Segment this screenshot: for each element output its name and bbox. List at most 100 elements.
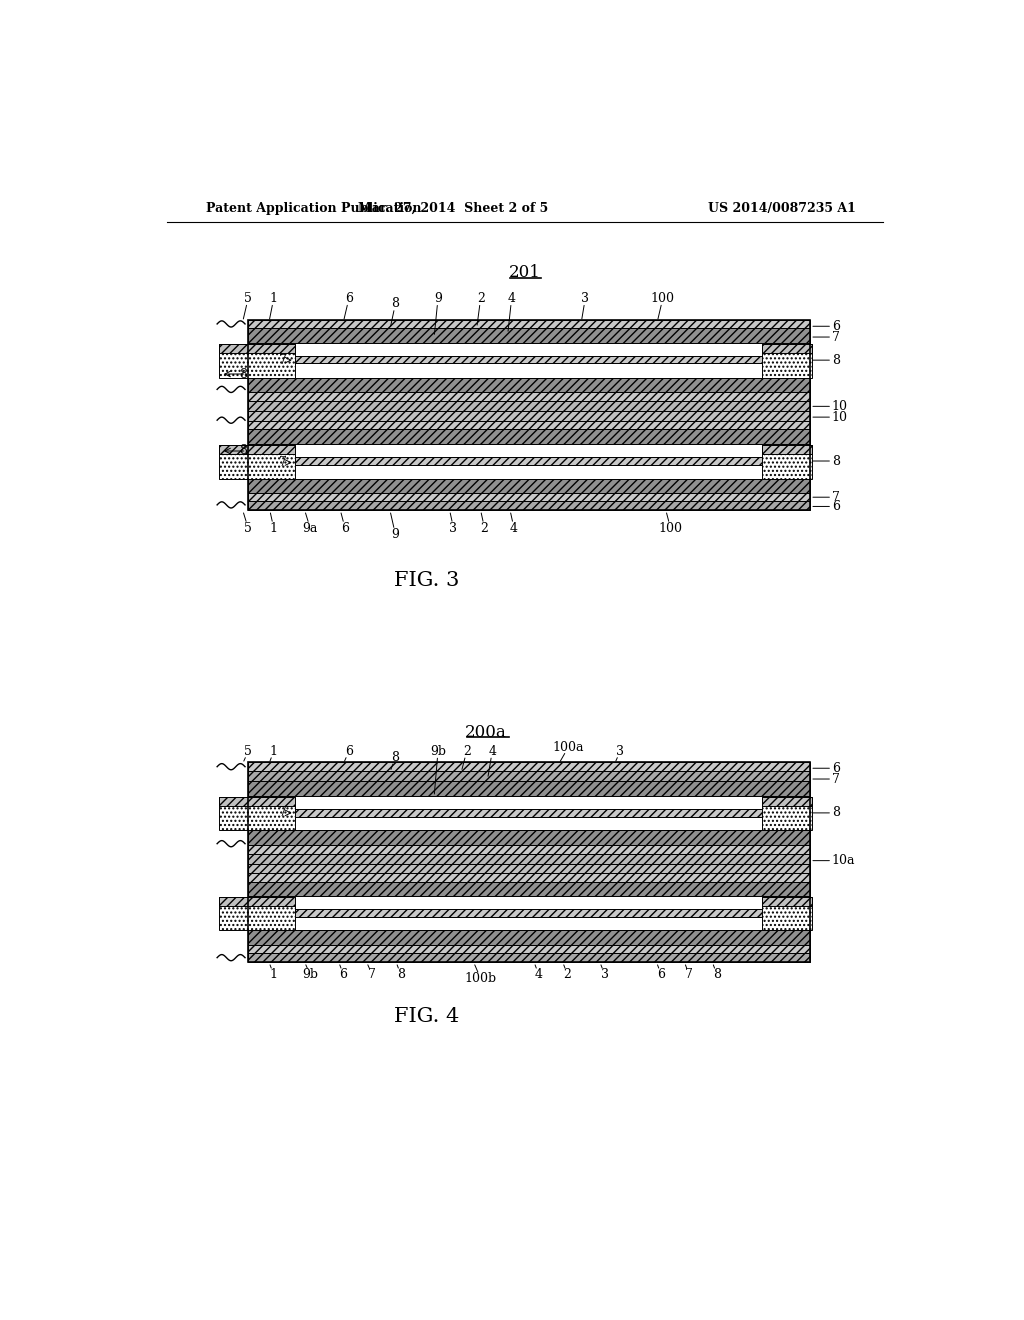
Bar [248, 953, 810, 962]
Bar [248, 896, 810, 929]
Bar [248, 479, 810, 494]
Bar [248, 494, 810, 502]
Bar [248, 321, 810, 327]
Bar [762, 896, 812, 929]
Bar [248, 762, 810, 771]
Bar [762, 797, 812, 830]
Bar [219, 445, 295, 479]
Text: Mar. 27, 2014  Sheet 2 of 5: Mar. 27, 2014 Sheet 2 of 5 [358, 202, 549, 215]
Bar [248, 378, 810, 392]
Text: 1: 1 [269, 292, 278, 305]
Text: 5: 5 [244, 744, 252, 758]
Text: 8: 8 [831, 354, 840, 367]
Bar [248, 863, 810, 873]
Text: 8: 8 [831, 807, 840, 820]
Text: 6: 6 [657, 968, 666, 981]
Text: 9a: 9a [302, 521, 317, 535]
Text: 2: 2 [563, 968, 571, 981]
Bar [219, 797, 295, 807]
Text: 4: 4 [508, 292, 516, 305]
Text: 7: 7 [369, 968, 376, 981]
Text: US 2014/0087235 A1: US 2014/0087235 A1 [708, 202, 856, 215]
Bar [762, 445, 812, 454]
Text: 8: 8 [239, 367, 247, 380]
Bar [219, 345, 295, 378]
Text: 3: 3 [582, 292, 589, 305]
Text: 8: 8 [391, 297, 399, 310]
Bar [248, 392, 810, 401]
Text: 2: 2 [463, 744, 471, 758]
Text: 100: 100 [658, 521, 683, 535]
Text: 7: 7 [831, 491, 840, 504]
Bar [248, 457, 810, 465]
Text: 8: 8 [831, 454, 840, 467]
Text: 10a: 10a [831, 854, 855, 867]
Bar [248, 909, 810, 917]
Text: 4: 4 [510, 521, 518, 535]
Text: 2: 2 [477, 292, 484, 305]
Text: 7: 7 [280, 807, 287, 820]
Bar [248, 502, 810, 511]
Bar [249, 797, 809, 830]
Bar [219, 896, 295, 929]
Text: 100: 100 [650, 292, 675, 305]
Text: 1: 1 [269, 744, 278, 758]
Bar [762, 345, 812, 378]
Bar [248, 411, 810, 421]
Text: 9: 9 [434, 292, 442, 305]
Text: 10: 10 [831, 411, 848, 424]
Text: 6: 6 [345, 744, 353, 758]
Bar [248, 882, 810, 896]
Bar [248, 854, 810, 863]
Bar [762, 445, 812, 479]
Bar [248, 401, 810, 411]
Text: 100b: 100b [465, 972, 497, 985]
Bar [219, 797, 295, 830]
Text: 1: 1 [269, 968, 278, 981]
Text: 6: 6 [831, 500, 840, 513]
Text: 10: 10 [831, 400, 848, 413]
Bar [219, 896, 295, 906]
Bar [248, 356, 810, 363]
Bar [762, 797, 812, 807]
Bar [248, 444, 810, 479]
Bar [248, 343, 810, 378]
Bar [248, 909, 810, 917]
Text: 7: 7 [280, 354, 287, 367]
Text: 3: 3 [616, 744, 624, 758]
Bar [248, 873, 810, 882]
Text: 7: 7 [685, 968, 693, 981]
Text: FIG. 3: FIG. 3 [393, 570, 459, 590]
Text: 7: 7 [831, 772, 840, 785]
Text: 6: 6 [339, 968, 347, 981]
Text: 3: 3 [601, 968, 608, 981]
Text: Patent Application Publication: Patent Application Publication [206, 202, 421, 215]
Bar [248, 845, 810, 854]
Text: 6: 6 [341, 521, 349, 535]
Bar [248, 321, 810, 511]
Bar [762, 896, 812, 906]
Bar [248, 429, 810, 444]
Bar [248, 796, 810, 830]
Bar [248, 809, 810, 817]
Text: 201: 201 [509, 264, 541, 281]
Bar [248, 327, 810, 343]
Text: 3: 3 [450, 521, 458, 535]
Text: 4: 4 [535, 968, 543, 981]
Bar [248, 771, 810, 780]
Text: 6: 6 [345, 292, 353, 305]
Text: 8: 8 [397, 968, 404, 981]
Bar [248, 457, 810, 465]
Text: 6: 6 [831, 762, 840, 775]
Bar [248, 421, 810, 429]
Text: 100a: 100a [553, 741, 584, 754]
Text: 4: 4 [488, 744, 497, 758]
Text: 7: 7 [831, 330, 840, 343]
Bar [248, 356, 810, 363]
Text: 5: 5 [244, 292, 252, 305]
Bar [219, 345, 295, 354]
Bar [219, 445, 295, 454]
Text: 8: 8 [239, 445, 247, 458]
Text: 8: 8 [713, 968, 721, 981]
Text: 9b: 9b [302, 968, 318, 981]
